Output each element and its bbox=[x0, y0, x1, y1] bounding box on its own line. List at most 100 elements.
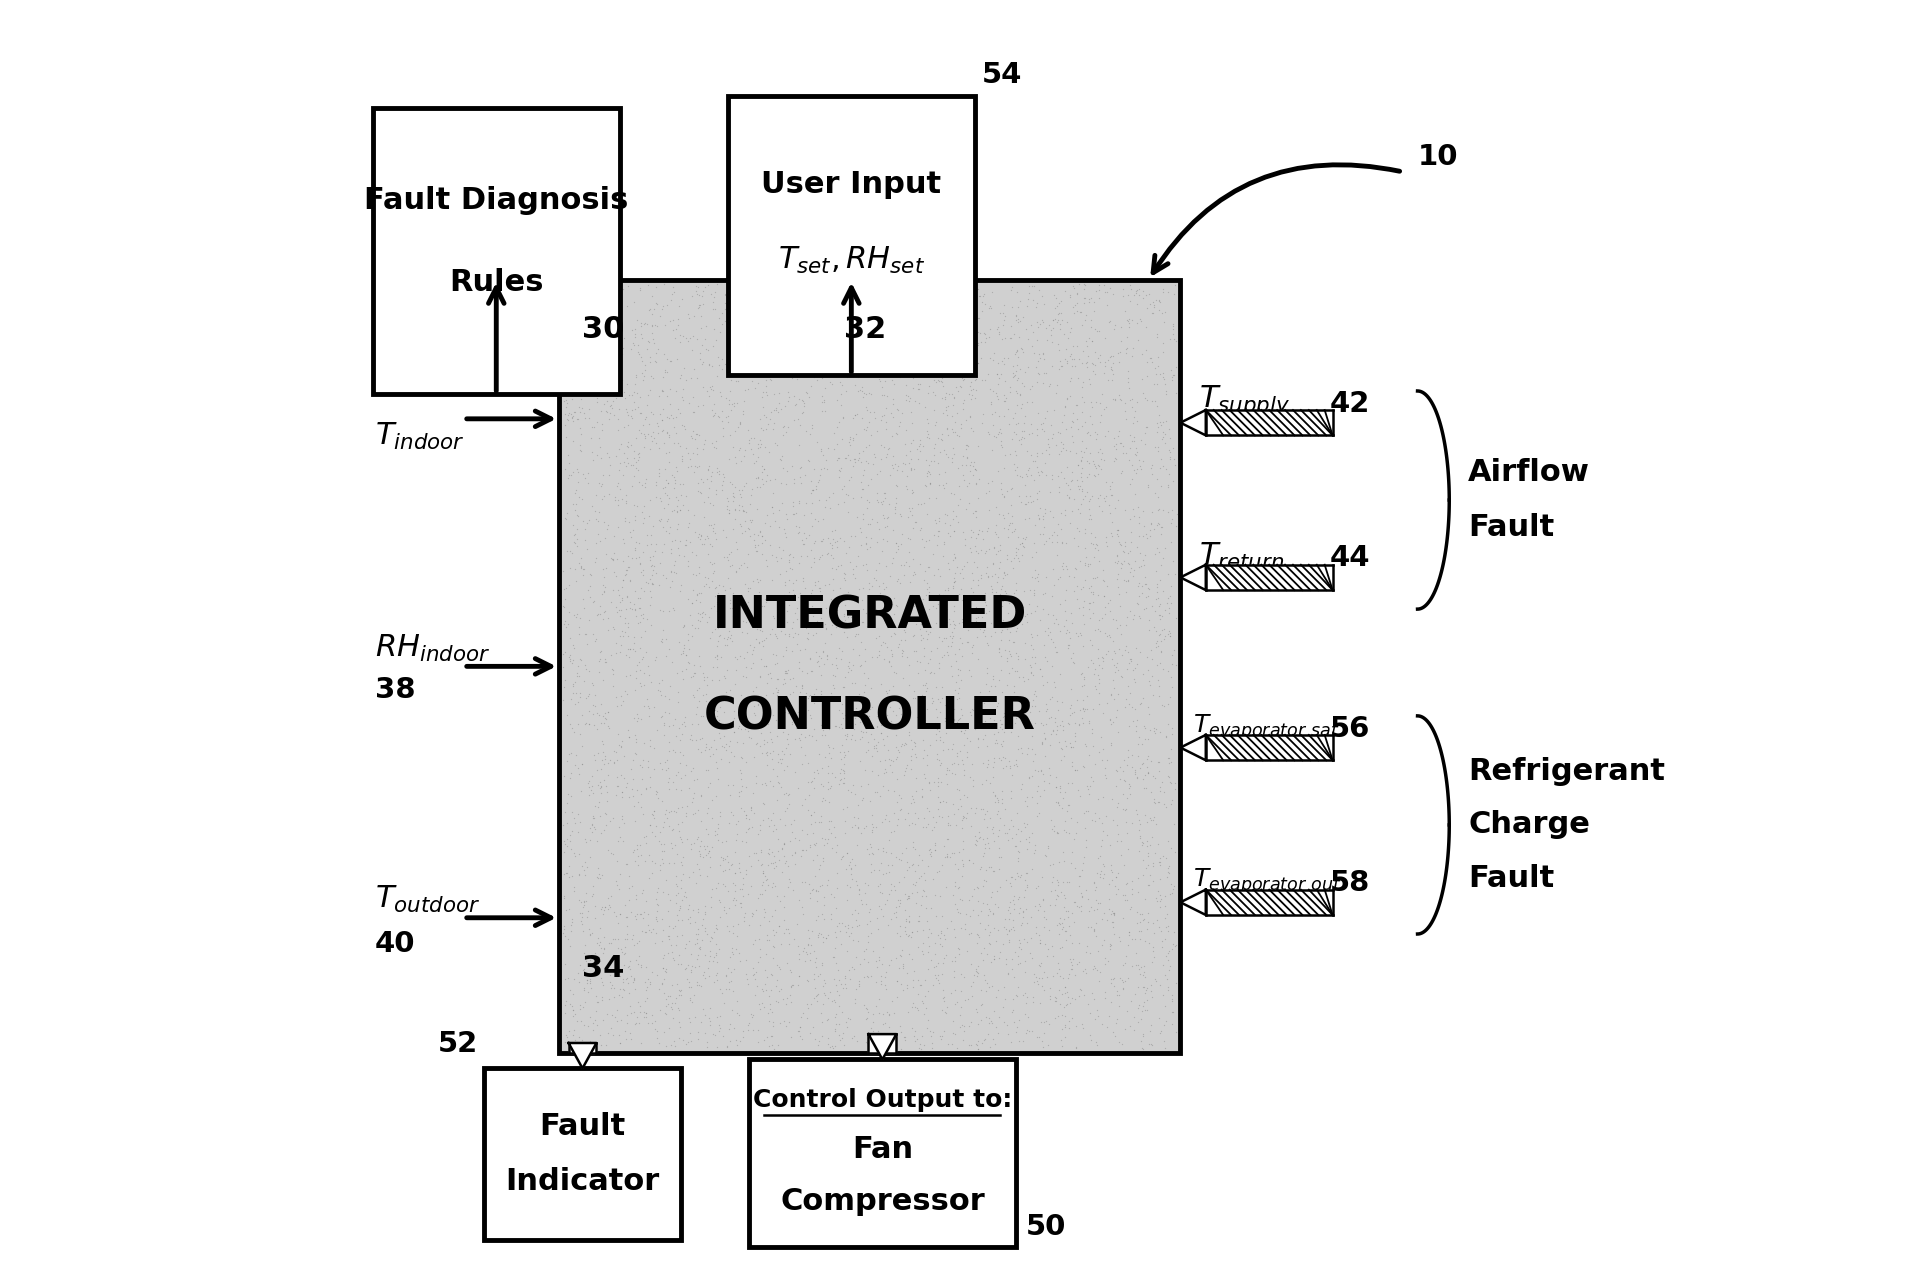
Point bbox=[740, 354, 771, 374]
Point bbox=[1037, 332, 1068, 353]
Point bbox=[613, 558, 644, 578]
Point bbox=[1110, 1019, 1141, 1040]
Point bbox=[972, 817, 1003, 837]
Point bbox=[1039, 895, 1070, 915]
Point bbox=[784, 517, 815, 537]
Point bbox=[1026, 524, 1056, 545]
Point bbox=[932, 587, 962, 608]
Point bbox=[891, 758, 922, 778]
Point bbox=[1120, 929, 1150, 950]
Point bbox=[652, 423, 682, 444]
Point bbox=[692, 865, 723, 886]
Point bbox=[817, 737, 847, 758]
Point bbox=[728, 277, 759, 297]
Point bbox=[928, 987, 958, 1008]
Point bbox=[865, 947, 895, 968]
Point bbox=[1043, 482, 1074, 503]
Point bbox=[1008, 537, 1039, 558]
Point bbox=[646, 841, 677, 862]
Point bbox=[659, 803, 690, 823]
Point bbox=[567, 597, 598, 618]
Point bbox=[976, 613, 1006, 633]
Point bbox=[978, 756, 1008, 777]
Point bbox=[836, 923, 866, 944]
Point bbox=[604, 1024, 635, 1045]
Point bbox=[694, 941, 725, 962]
Point bbox=[562, 281, 592, 301]
Point bbox=[1112, 968, 1143, 988]
Point bbox=[803, 549, 834, 569]
Point bbox=[1001, 341, 1031, 362]
Point bbox=[1012, 796, 1043, 817]
Point bbox=[648, 853, 679, 873]
Point bbox=[558, 363, 589, 383]
Point bbox=[564, 355, 594, 376]
Point bbox=[807, 874, 838, 895]
Point bbox=[824, 395, 855, 415]
Point bbox=[909, 944, 939, 964]
Point bbox=[663, 514, 694, 535]
Point bbox=[1068, 676, 1098, 696]
Point bbox=[997, 910, 1028, 931]
Point bbox=[999, 967, 1029, 987]
Point bbox=[807, 531, 838, 551]
Point bbox=[966, 995, 997, 1015]
Point bbox=[1095, 626, 1125, 646]
Point bbox=[922, 799, 953, 819]
Point bbox=[801, 370, 832, 391]
Point bbox=[983, 847, 1014, 868]
Point bbox=[974, 856, 1005, 877]
Point bbox=[1016, 738, 1047, 759]
Point bbox=[861, 446, 891, 467]
Point bbox=[1120, 485, 1150, 505]
Point bbox=[1097, 935, 1127, 955]
Point bbox=[924, 585, 955, 605]
Point bbox=[1058, 277, 1089, 297]
Point bbox=[1110, 855, 1141, 876]
Point bbox=[909, 1035, 939, 1055]
Point bbox=[671, 645, 702, 665]
Point bbox=[849, 282, 880, 303]
Point bbox=[891, 479, 922, 500]
Point bbox=[763, 751, 794, 772]
Point bbox=[1077, 450, 1108, 470]
Point bbox=[872, 515, 903, 536]
Point bbox=[728, 574, 759, 595]
Point bbox=[1097, 991, 1127, 1011]
Point bbox=[901, 641, 932, 662]
Point bbox=[675, 1023, 705, 1044]
Point bbox=[763, 981, 794, 1001]
Point bbox=[870, 488, 901, 509]
Point bbox=[843, 879, 874, 900]
Point bbox=[1072, 351, 1102, 372]
Point bbox=[602, 328, 633, 349]
Point bbox=[751, 376, 782, 396]
Point bbox=[1001, 823, 1031, 844]
Point bbox=[790, 533, 820, 554]
Point bbox=[1033, 708, 1064, 728]
Point bbox=[1083, 551, 1114, 572]
Point bbox=[1008, 413, 1039, 433]
Point bbox=[589, 670, 619, 691]
Point bbox=[1045, 319, 1075, 340]
Point bbox=[554, 855, 585, 876]
Point bbox=[1075, 608, 1106, 628]
Point bbox=[556, 714, 587, 735]
Point bbox=[1160, 274, 1190, 295]
Point bbox=[602, 495, 633, 515]
Point bbox=[995, 444, 1026, 464]
Point bbox=[962, 524, 993, 545]
Point bbox=[598, 676, 629, 696]
Point bbox=[943, 687, 974, 708]
Point bbox=[654, 915, 684, 936]
Point bbox=[669, 617, 700, 637]
Point bbox=[1070, 803, 1100, 823]
Point bbox=[567, 464, 598, 485]
Point bbox=[1154, 662, 1185, 682]
Point bbox=[1077, 603, 1108, 623]
Point bbox=[907, 786, 937, 806]
Point bbox=[1016, 787, 1047, 808]
Point bbox=[995, 892, 1026, 913]
Point bbox=[1028, 674, 1058, 695]
Point bbox=[575, 924, 606, 945]
